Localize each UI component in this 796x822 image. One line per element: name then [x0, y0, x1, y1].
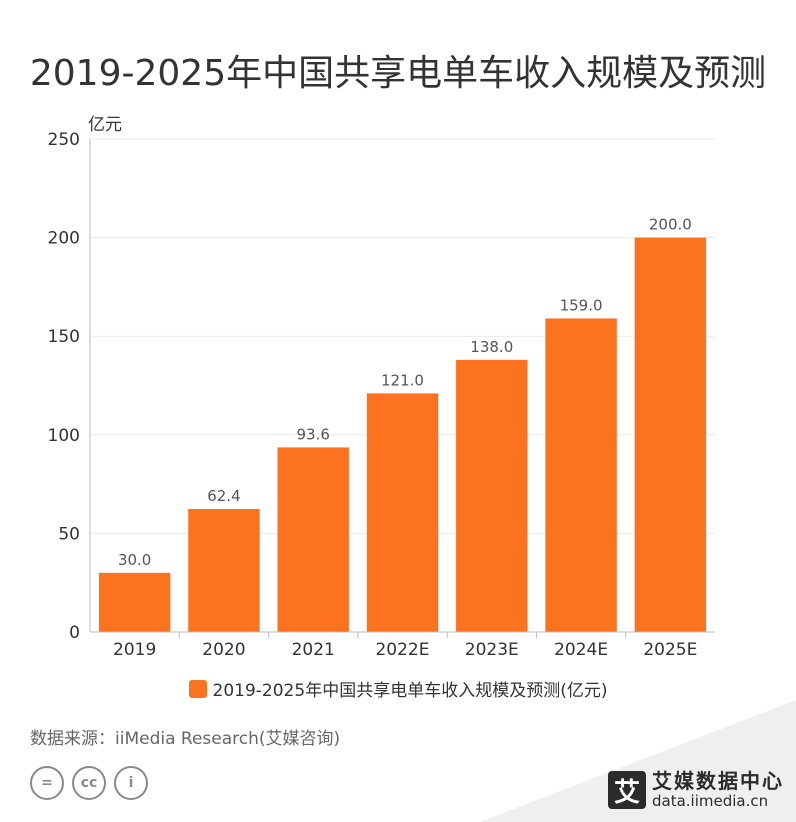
bar: [366, 393, 439, 632]
y-axis-unit: 亿元: [88, 115, 122, 135]
y-tick-label: 50: [58, 524, 80, 544]
y-tick-label: 250: [48, 130, 80, 150]
brand-logo-block: 艾 艾媒数据中心 data.iimedia.cn: [608, 770, 784, 810]
data-label: 62.4: [207, 487, 240, 505]
x-tick-label: 2023E: [465, 640, 519, 660]
x-tick-label: 2020: [202, 640, 245, 660]
data-label: 30.0: [118, 551, 151, 569]
legend-label: 2019-2025年中国共享电单车收入规模及预测(亿元): [212, 681, 608, 701]
bar: [634, 237, 707, 632]
x-tick-label: 2022E: [375, 640, 429, 660]
brand-text: 艾媒数据中心 data.iimedia.cn: [652, 770, 784, 810]
x-tick-label: 2025E: [643, 640, 697, 660]
bar: [277, 447, 349, 632]
bars: 30.0 62.4 93.6 121.0 138.0 159.0 200.0: [98, 216, 707, 632]
x-tick-label: 2019: [113, 640, 156, 660]
data-label: 138.0: [470, 338, 513, 356]
axes: 0 50 100 150 200 250 2019 2020 2021 2022E 2023E 202…: [48, 130, 715, 660]
brand-name: 艾媒数据中心: [652, 769, 784, 793]
legend: 2019-2025年中国共享电单车收入规模及预测(亿元): [0, 676, 796, 701]
data-label: 121.0: [381, 371, 424, 389]
equals-circle-icon: =: [30, 766, 64, 800]
person-circle-icon: i: [114, 766, 148, 800]
y-tick-label: 200: [48, 229, 80, 249]
bar: [98, 572, 171, 632]
data-label: 159.0: [560, 296, 603, 314]
brand-logo-icon: 艾: [608, 771, 646, 809]
y-tick-label: 100: [48, 426, 80, 446]
x-tick-label: 2024E: [554, 640, 608, 660]
cc-circle-icon: cc: [72, 766, 106, 800]
legend-swatch: [188, 679, 207, 698]
chart-title: 2019-2025年中国共享电单车收入规模及预测: [29, 53, 767, 94]
y-tick-label: 150: [48, 327, 80, 347]
bar-chart: 亿元 30.0 62.4 93.6 121.0 138.0 159.0 200.0 0 50 1…: [48, 115, 715, 660]
bar: [545, 318, 617, 632]
brand-url: data.iimedia.cn: [652, 792, 769, 810]
data-label: 200.0: [649, 216, 692, 234]
bar: [456, 359, 528, 632]
data-source: 数据来源：iiMedia Research(艾媒咨询): [30, 729, 341, 749]
license-icons: = cc i: [30, 766, 148, 800]
data-label: 93.6: [297, 425, 330, 443]
bar: [188, 508, 260, 632]
x-tick-label: 2021: [292, 640, 335, 660]
y-tick-label: 0: [69, 623, 80, 643]
